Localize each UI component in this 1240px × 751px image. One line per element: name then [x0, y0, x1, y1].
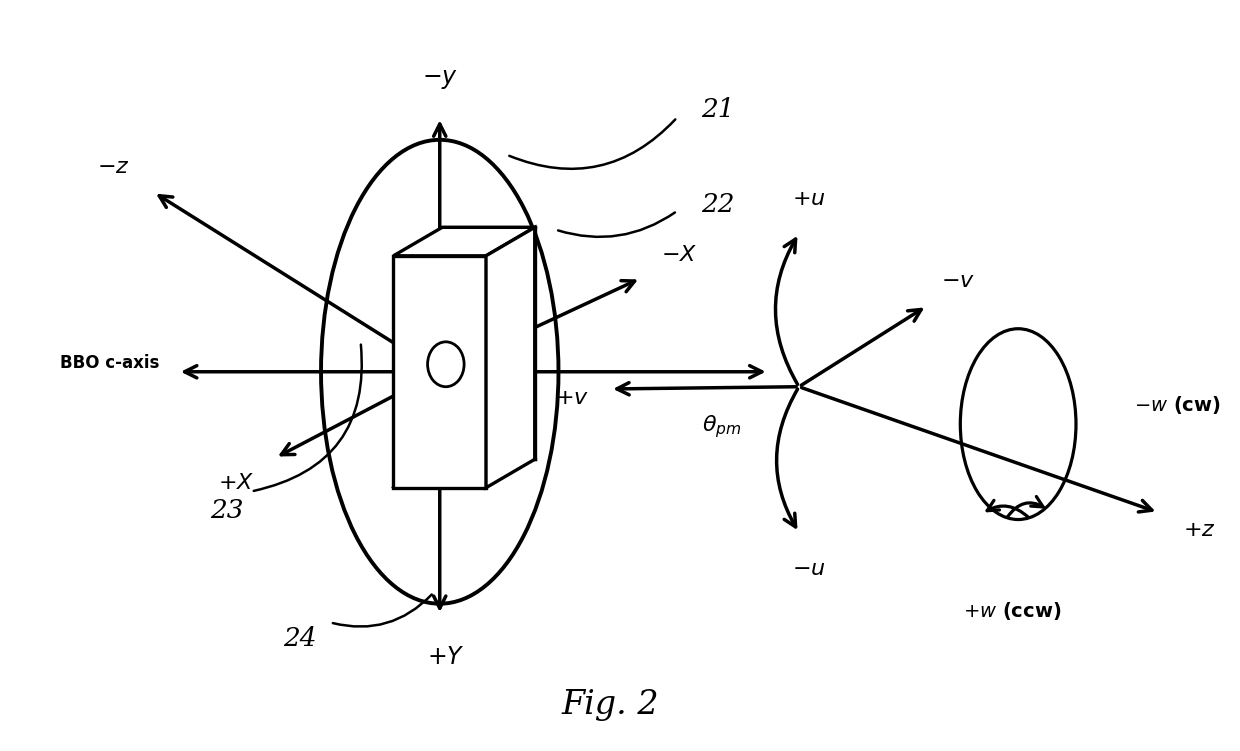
- Text: $+z$: $+z$: [1183, 520, 1215, 540]
- Polygon shape: [393, 228, 534, 256]
- Polygon shape: [393, 256, 486, 487]
- Text: $\theta_{pm}$: $\theta_{pm}$: [702, 413, 742, 440]
- Text: $-y$: $-y$: [422, 67, 458, 91]
- Text: $+w$ (ccw): $+w$ (ccw): [963, 600, 1061, 622]
- Text: $+X$: $+X$: [218, 473, 254, 493]
- Text: 24: 24: [283, 626, 316, 651]
- Text: $-z$: $-z$: [97, 157, 129, 177]
- Text: BBO c-axis: BBO c-axis: [61, 354, 160, 372]
- Text: $-u$: $-u$: [792, 559, 826, 579]
- Text: 22: 22: [702, 192, 735, 217]
- Text: $-v$: $-v$: [941, 271, 976, 291]
- Text: 23: 23: [210, 498, 243, 523]
- Text: $+v$: $+v$: [556, 388, 589, 408]
- Text: 21: 21: [702, 98, 735, 122]
- Text: $-X$: $-X$: [661, 245, 698, 265]
- Text: Fig. 2: Fig. 2: [562, 689, 658, 721]
- Text: $+Y$: $+Y$: [427, 645, 465, 669]
- Text: $+u$: $+u$: [792, 189, 826, 209]
- Text: $-w$ (cw): $-w$ (cw): [1133, 394, 1220, 416]
- Polygon shape: [486, 228, 534, 487]
